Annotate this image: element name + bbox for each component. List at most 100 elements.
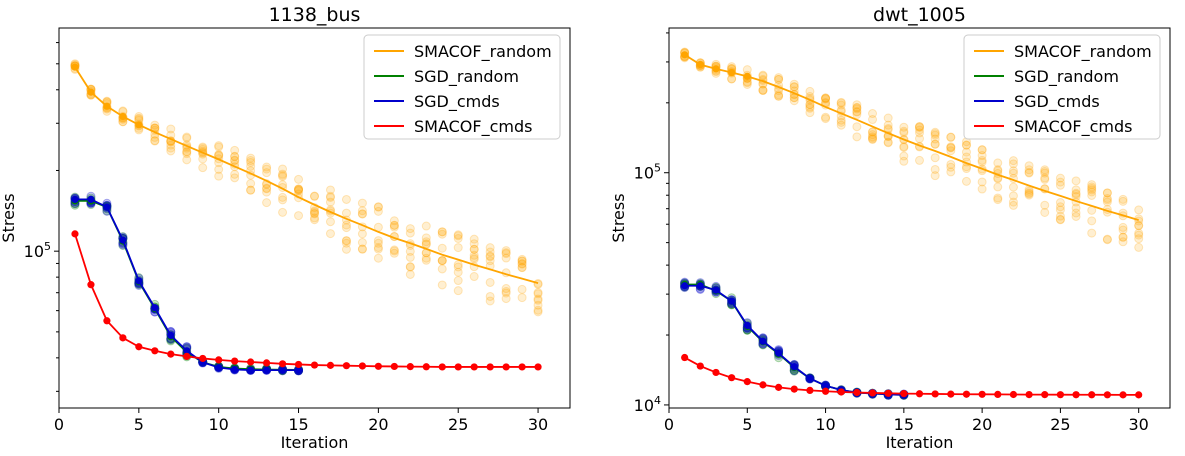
replicate-point <box>977 184 987 194</box>
data-point <box>1135 391 1143 399</box>
replicate-point <box>993 193 1003 203</box>
replicate-point <box>1087 228 1097 238</box>
data-point <box>1025 390 1033 399</box>
data-point <box>183 352 191 360</box>
replicate-point <box>930 164 940 174</box>
replicate-point <box>789 96 799 106</box>
replicate-point <box>437 227 447 237</box>
data-point <box>294 366 303 374</box>
replicate-point <box>230 151 240 161</box>
replicate-point <box>915 128 924 138</box>
series-line <box>684 356 1139 396</box>
data-point <box>837 388 845 396</box>
replicate-point <box>821 93 831 103</box>
data-point <box>71 195 79 203</box>
replicate-point <box>1102 193 1112 203</box>
data-point <box>696 282 704 290</box>
replicate-point <box>1008 166 1018 176</box>
replicate-point <box>946 143 956 153</box>
replicate-point <box>357 198 367 208</box>
legend-box <box>963 34 1161 140</box>
y-axis-label: Stress <box>0 193 18 242</box>
replicate-point <box>774 91 784 101</box>
series-line <box>74 233 539 368</box>
replicate-point <box>325 192 335 202</box>
replicate-point <box>262 164 272 174</box>
replicate-point <box>294 185 304 195</box>
data-point <box>743 72 751 80</box>
data-point <box>151 347 159 355</box>
data-point <box>470 363 478 371</box>
replicate-point <box>501 253 511 263</box>
data-point <box>326 361 335 369</box>
replicate-point <box>437 229 447 239</box>
replicate-point <box>357 244 367 254</box>
replicate-point <box>899 122 909 132</box>
replicate-point <box>1134 234 1144 244</box>
replicate-point <box>915 155 924 165</box>
chart-panel-1: 0 5 10 15 20 25 30 105 1138_bus Iteration Stress SM… <box>0 4 571 452</box>
replicate-point <box>1055 215 1065 225</box>
replicate-point <box>961 152 971 162</box>
replicate-point <box>961 140 971 150</box>
replicate-point <box>421 233 431 243</box>
replicate-point <box>294 184 304 194</box>
replicate-point <box>930 129 940 139</box>
replicate-point <box>501 248 511 258</box>
replicate-point <box>868 109 878 119</box>
replicate-point <box>501 294 511 304</box>
data-point <box>135 121 143 129</box>
series-SMACOF_random <box>681 51 1139 221</box>
replicate-point <box>230 155 240 165</box>
data-point <box>821 387 830 395</box>
legend-entry: SMACOF_cmds <box>414 117 532 137</box>
data-point <box>962 390 971 398</box>
replicate-point <box>899 142 909 152</box>
replicate-point <box>915 122 924 132</box>
data-point <box>135 277 143 285</box>
data-point <box>806 374 814 383</box>
data-point <box>1103 391 1111 399</box>
replicate-point <box>533 305 543 315</box>
legend-entry: SMACOF_random <box>1014 42 1152 62</box>
replicate-point <box>1040 174 1050 184</box>
replicate-point <box>294 184 304 194</box>
replicate-point <box>262 183 272 193</box>
replicate-point <box>1102 188 1112 198</box>
replicate-point <box>758 85 768 95</box>
replicate-point <box>1055 214 1065 224</box>
replicate-point <box>930 139 940 149</box>
replicate-point <box>1040 207 1050 217</box>
replicate-point <box>946 132 956 142</box>
data-point <box>199 354 207 363</box>
replicate-point <box>421 253 431 263</box>
replicate-point <box>134 112 144 122</box>
x-tick-label: 20 <box>972 415 992 434</box>
replicate-point <box>1008 156 1018 166</box>
replicate-point <box>421 221 431 231</box>
data-point <box>231 365 239 374</box>
replicate-point <box>373 202 383 212</box>
replicate-point <box>946 162 956 172</box>
data-point <box>947 390 955 398</box>
data-point <box>534 363 542 371</box>
data-point <box>87 88 95 96</box>
data-point <box>183 347 191 355</box>
replicate-point <box>310 207 319 217</box>
replicate-point <box>977 151 987 161</box>
replicate-point <box>915 134 924 144</box>
replicate-point <box>341 236 351 246</box>
data-point <box>374 362 382 370</box>
replicate-point <box>310 209 319 219</box>
data-point <box>247 358 255 366</box>
replicate-point <box>517 262 527 272</box>
replicate-point <box>836 97 846 107</box>
axes-frame <box>668 27 1171 409</box>
x-tick-label: 10 <box>209 415 229 434</box>
replicate-point <box>357 238 367 248</box>
replicate-point <box>961 164 971 174</box>
replicate-point <box>294 174 304 184</box>
replicate-point <box>1040 200 1050 210</box>
replicate-point <box>1024 190 1034 200</box>
data-point <box>502 363 510 371</box>
